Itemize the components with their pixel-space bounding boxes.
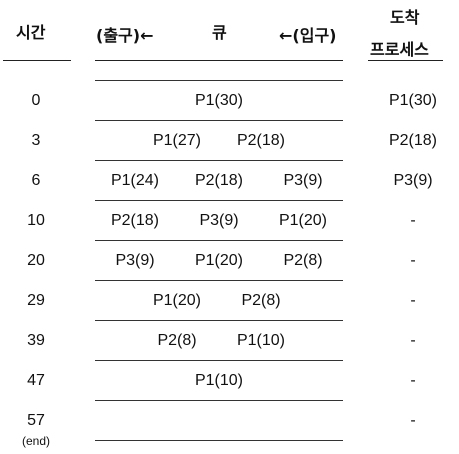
queue-process-item: P1(27) bbox=[152, 132, 202, 149]
queue-process-item: P2(8) bbox=[241, 292, 281, 309]
arrival-cell: P1(30) bbox=[388, 92, 438, 109]
queue-row-divider bbox=[95, 440, 343, 441]
queue-process-item: P2(18) bbox=[110, 212, 160, 229]
queue-header: 큐 bbox=[212, 23, 227, 42]
time-cell: 20 bbox=[27, 252, 45, 269]
queue-exit-label: (출구)← bbox=[96, 26, 154, 45]
time-cell: 3 bbox=[31, 132, 41, 149]
arrival-header-rule bbox=[368, 60, 443, 61]
arrival-cell: - bbox=[410, 212, 416, 229]
arrival-header-line1: 도착 bbox=[390, 8, 420, 27]
queue-process-item: P1(20) bbox=[152, 292, 202, 309]
end-note: (end) bbox=[21, 434, 51, 448]
queue-row-divider bbox=[95, 280, 343, 281]
queue-process-item: P2(18) bbox=[194, 172, 244, 189]
queue-process-item: P1(20) bbox=[278, 212, 328, 229]
time-cell: 0 bbox=[31, 92, 41, 109]
arrival-cell: - bbox=[410, 292, 416, 309]
queue-process-item: P1(30) bbox=[194, 92, 244, 109]
queue-row-divider bbox=[95, 360, 343, 361]
time-cell: 10 bbox=[27, 212, 45, 229]
arrival-cell: P3(9) bbox=[393, 172, 433, 189]
queue-header-rule bbox=[95, 60, 343, 61]
queue-process-item: P1(24) bbox=[110, 172, 160, 189]
queue-process-item: P2(8) bbox=[283, 252, 323, 269]
time-cell: 29 bbox=[27, 292, 45, 309]
queue-process-item: P1(10) bbox=[194, 372, 244, 389]
queue-row-divider bbox=[95, 120, 343, 121]
arrival-cell: P2(18) bbox=[388, 132, 438, 149]
queue-row-divider bbox=[95, 80, 343, 81]
arrival-header-line2: 프로세스 bbox=[370, 40, 429, 59]
queue-row-divider bbox=[95, 200, 343, 201]
queue-row-divider bbox=[95, 400, 343, 401]
time-cell: 57 bbox=[27, 412, 45, 429]
queue-process-item: P1(10) bbox=[236, 332, 286, 349]
time-cell: 47 bbox=[27, 372, 45, 389]
queue-row-divider bbox=[95, 320, 343, 321]
queue-entry-label: ←(입구) bbox=[279, 26, 337, 45]
arrival-cell: - bbox=[410, 372, 416, 389]
queue-row-divider bbox=[95, 160, 343, 161]
arrival-cell: - bbox=[410, 252, 416, 269]
time-cell: 39 bbox=[27, 332, 45, 349]
arrival-cell: - bbox=[410, 412, 416, 429]
queue-process-item: P1(20) bbox=[194, 252, 244, 269]
queue-process-item: P2(18) bbox=[236, 132, 286, 149]
queue-process-item: P3(9) bbox=[283, 172, 323, 189]
time-header: 시간 bbox=[16, 23, 46, 42]
time-header-rule bbox=[3, 60, 71, 61]
queue-process-item: P3(9) bbox=[115, 252, 155, 269]
arrival-cell: - bbox=[410, 332, 416, 349]
queue-row-divider bbox=[95, 240, 343, 241]
queue-process-item: P2(8) bbox=[157, 332, 197, 349]
time-cell: 6 bbox=[31, 172, 41, 189]
queue-process-item: P3(9) bbox=[199, 212, 239, 229]
